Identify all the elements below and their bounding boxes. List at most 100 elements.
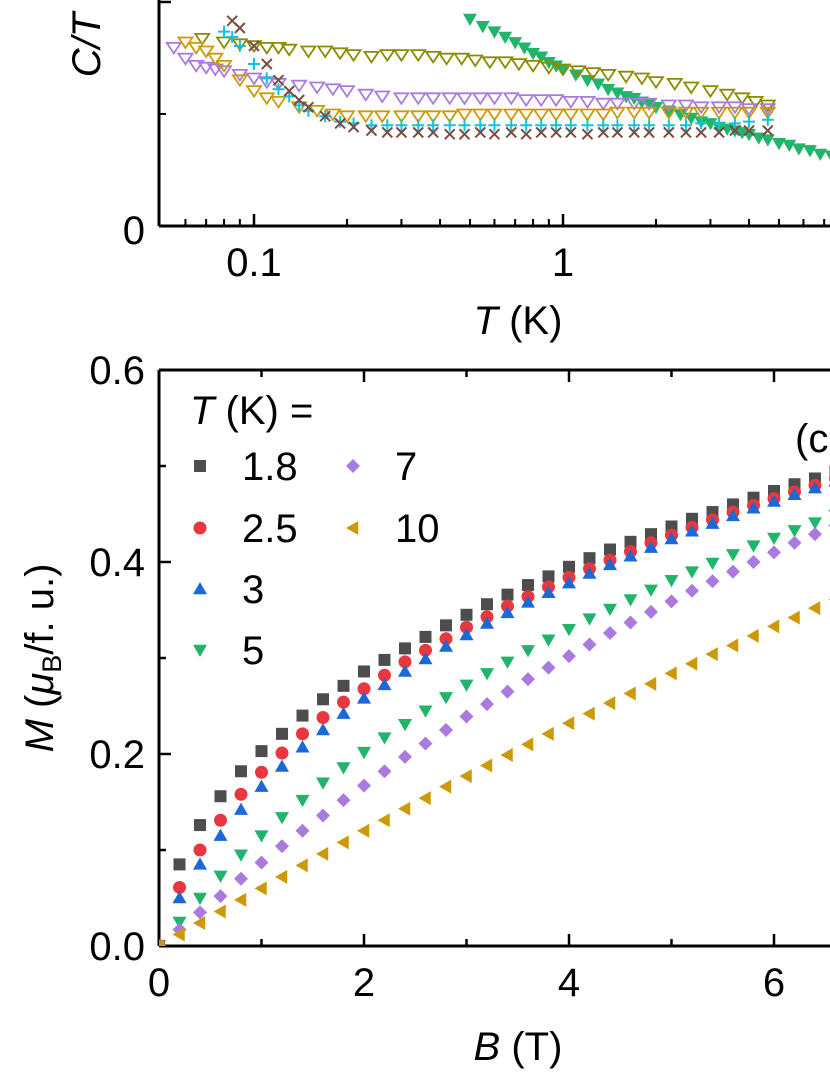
data-point	[664, 666, 677, 681]
data-point	[640, 106, 658, 120]
data-point	[625, 106, 643, 120]
data-point	[336, 706, 351, 719]
data-point	[331, 47, 349, 61]
data-point	[603, 626, 617, 641]
data-point	[517, 42, 532, 55]
data-point	[488, 128, 501, 140]
data-point	[215, 36, 233, 50]
data-point	[746, 96, 765, 110]
data-point	[502, 108, 520, 122]
data-point	[193, 915, 206, 930]
data-point	[459, 627, 474, 641]
bottom-series-5	[159, 598, 830, 946]
data-point	[347, 121, 360, 133]
data-point	[662, 119, 675, 132]
data-point	[583, 552, 596, 565]
data-point	[485, 108, 504, 122]
data-point	[439, 632, 453, 646]
data-point	[316, 846, 329, 861]
data-point	[357, 682, 371, 696]
data-point	[418, 791, 431, 806]
data-point	[582, 637, 597, 652]
data-point	[176, 52, 195, 66]
data-point	[603, 557, 617, 571]
data-point	[701, 85, 720, 99]
data-point	[540, 61, 558, 75]
data-point	[643, 126, 655, 139]
data-point	[541, 660, 556, 675]
legend-marker	[346, 521, 359, 535]
data-point	[582, 566, 597, 579]
data-point	[642, 98, 657, 111]
data-point	[395, 119, 408, 132]
data-point	[761, 113, 774, 126]
data-point	[418, 705, 433, 718]
top-series-1	[193, 33, 777, 113]
data-point	[296, 727, 309, 741]
data-point	[336, 793, 351, 808]
data-point	[535, 119, 548, 132]
data-point	[213, 828, 228, 841]
data-point	[685, 583, 699, 598]
data-point	[409, 92, 427, 106]
data-point	[663, 126, 675, 139]
data-point	[808, 481, 822, 494]
data-point	[254, 881, 267, 896]
data-point	[791, 143, 806, 156]
data-point	[441, 110, 459, 124]
bottom-y-tick-labels: 0.0 0.2 0.4 0.6	[89, 349, 145, 969]
data-point	[398, 801, 411, 816]
data-point	[521, 595, 535, 608]
data-point	[474, 126, 487, 139]
data-point	[295, 794, 310, 808]
data-point	[481, 56, 499, 70]
data-point	[767, 532, 781, 545]
data-point	[802, 145, 817, 158]
data-point	[532, 94, 550, 108]
data-point	[357, 691, 371, 704]
data-point	[640, 97, 658, 111]
data-point	[280, 43, 298, 57]
data-point	[471, 92, 489, 106]
data-point	[564, 119, 577, 132]
legend-label: 7	[395, 445, 417, 489]
data-point	[501, 588, 514, 601]
data-point	[705, 574, 720, 589]
legend-marker	[193, 644, 207, 657]
data-point	[344, 49, 363, 63]
data-point	[628, 119, 641, 132]
data-point	[269, 42, 288, 56]
data-point	[611, 126, 624, 139]
data-point	[245, 40, 263, 54]
bottom-y-tick-label: 0.0	[89, 925, 145, 969]
data-point	[283, 85, 295, 97]
legend-label: 2.5	[242, 507, 298, 551]
data-point	[569, 65, 587, 79]
data-point	[505, 119, 518, 132]
data-point	[782, 139, 797, 152]
data-point	[276, 727, 288, 740]
data-point	[275, 759, 289, 772]
data-point	[767, 545, 781, 560]
data-point	[726, 549, 740, 562]
data-point	[743, 124, 755, 137]
data-point	[487, 26, 502, 39]
data-point	[813, 148, 828, 161]
data-point	[760, 134, 775, 147]
data-point	[695, 126, 707, 139]
data-point	[664, 531, 679, 545]
data-point	[581, 128, 594, 140]
bottom-x-tick-label: 4	[558, 961, 580, 1005]
data-point	[460, 608, 473, 621]
data-point	[542, 570, 555, 583]
data-point	[245, 85, 263, 99]
data-point	[562, 716, 575, 731]
data-point	[293, 94, 305, 106]
data-point	[762, 124, 774, 137]
data-point	[392, 110, 411, 124]
data-point	[214, 813, 227, 827]
data-point	[381, 126, 393, 139]
data-point	[373, 110, 391, 124]
bottom-series-3	[159, 509, 830, 946]
